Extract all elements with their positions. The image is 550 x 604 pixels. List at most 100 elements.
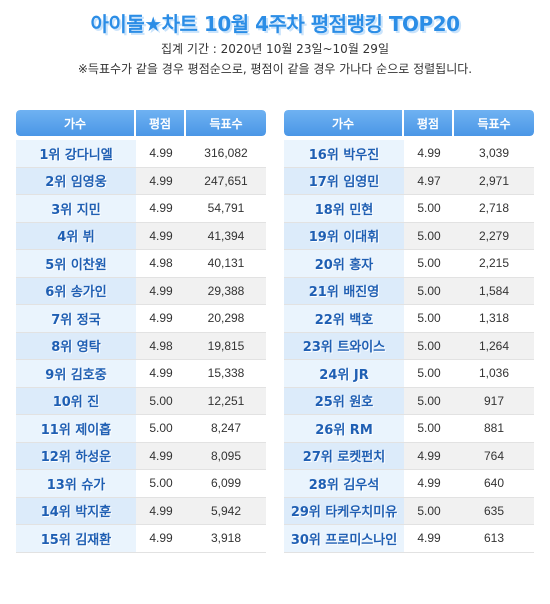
vote-count: 316,082	[204, 146, 248, 161]
table-row: 24위 JR 5.00 1,036	[284, 360, 534, 388]
singer-rank-name: 24위 JR	[284, 360, 404, 387]
vote-count: 3,918	[210, 531, 242, 546]
table-row: 16위 박우진 4.99 3,039	[284, 140, 534, 168]
header-name: 가수	[16, 110, 134, 136]
singer-rank-name: 21위 배진영	[284, 277, 404, 304]
table-header: 가수 평점 득표수	[16, 110, 266, 136]
table-row: 1위 강다니엘 4.99 316,082	[16, 140, 266, 168]
singer-rank-name: 23위 트와이스	[284, 332, 404, 359]
singer-rank-name: 3위 지민	[16, 195, 136, 222]
table-row: 30위 프로미스나인 4.99 613	[284, 525, 534, 553]
singer-rank-name: 25위 원호	[284, 387, 404, 414]
table-header: 가수 평점 득표수	[284, 110, 534, 136]
rating-value: 4.99	[417, 476, 441, 491]
table-row: 20위 홍자 5.00 2,215	[284, 250, 534, 278]
vote-count: 3,039	[478, 146, 510, 161]
header-score: 평점	[404, 110, 452, 136]
rating-value: 4.99	[417, 531, 441, 546]
singer-rank-name: 8위 영탁	[16, 332, 136, 359]
singer-rank-name: 16위 박우진	[284, 140, 404, 167]
vote-count: 247,651	[204, 173, 248, 188]
table-row: 26위 RM 5.00 881	[284, 415, 534, 443]
table-row: 19위 이대휘 5.00 2,279	[284, 222, 534, 250]
table-row: 18위 민현 5.00 2,718	[284, 195, 534, 223]
table-row: 21위 배진영 5.00 1,584	[284, 277, 534, 305]
singer-rank-name: 5위 이찬원	[16, 250, 136, 277]
ranking-table-right: 가수 평점 득표수 16위 박우진 4.99 3,039 17위 임영민 4.97 2,9…	[284, 110, 534, 553]
table-body: 16위 박우진 4.99 3,039 17위 임영민 4.97 2,971 18위 민현 5.…	[284, 140, 534, 553]
rating-value: 5.00	[417, 366, 441, 381]
vote-count: 2,718	[478, 201, 510, 216]
rating-value: 5.00	[417, 393, 441, 408]
rating-value: 4.98	[149, 256, 173, 271]
rating-value: 4.99	[149, 311, 173, 326]
vote-count: 1,036	[478, 366, 510, 381]
table-row: 11위 제이홉 5.00 8,247	[16, 415, 266, 443]
singer-rank-name: 9위 김호중	[16, 360, 136, 387]
vote-count: 1,318	[478, 311, 510, 326]
vote-count: 12,251	[207, 393, 245, 408]
header-votes: 득표수	[186, 110, 266, 136]
vote-count: 29,388	[207, 283, 245, 298]
rating-value: 5.00	[417, 421, 441, 436]
vote-count: 1,264	[478, 338, 510, 353]
table-row: 14위 박지훈 4.99 5,942	[16, 497, 266, 525]
ranking-table-left: 가수 평점 득표수 1위 강다니엘 4.99 316,082 2위 임영웅 4.99 24…	[16, 110, 266, 553]
singer-rank-name: 6위 송가인	[16, 277, 136, 304]
rating-value: 4.99	[417, 448, 441, 463]
singer-rank-name: 28위 김우석	[284, 470, 404, 497]
singer-rank-name: 13위 슈가	[16, 470, 136, 497]
table-row: 15위 김재환 4.99 3,918	[16, 525, 266, 553]
vote-count: 54,791	[207, 201, 245, 216]
singer-rank-name: 20위 홍자	[284, 250, 404, 277]
sorting-note: ※득표수가 같을 경우 평점순으로, 평점이 같을 경우 가나다 순으로 정렬됩…	[77, 62, 473, 76]
singer-rank-name: 17위 임영민	[284, 167, 404, 194]
singer-rank-name: 11위 제이홉	[16, 415, 136, 442]
singer-rank-name: 1위 강다니엘	[16, 140, 136, 167]
table-row: 22위 백호 5.00 1,318	[284, 305, 534, 333]
table-row: 6위 송가인 4.99 29,388	[16, 277, 266, 305]
rating-value: 5.00	[417, 283, 441, 298]
vote-count: 1,584	[478, 283, 510, 298]
singer-rank-name: 15위 김재환	[16, 525, 136, 552]
table-row: 12위 하성운 4.99 8,095	[16, 442, 266, 470]
rating-value: 5.00	[417, 256, 441, 271]
rating-value: 4.99	[149, 228, 173, 243]
vote-count: 19,815	[207, 338, 245, 353]
table-row: 3위 지민 4.99 54,791	[16, 195, 266, 223]
period-text: 집계 기간 : 2020년 10월 23일~10월 29일	[161, 42, 389, 56]
rating-value: 5.00	[417, 311, 441, 326]
vote-count: 2,215	[478, 256, 510, 271]
singer-rank-name: 18위 민현	[284, 195, 404, 222]
table-row: 10위 진 5.00 12,251	[16, 387, 266, 415]
header-score: 평점	[136, 110, 184, 136]
singer-rank-name: 12위 하성운	[16, 442, 136, 469]
vote-count: 8,095	[210, 448, 242, 463]
vote-count: 635	[483, 503, 505, 518]
singer-rank-name: 27위 로켓펀치	[284, 442, 404, 469]
vote-count: 15,338	[207, 366, 245, 381]
singer-rank-name: 22위 백호	[284, 305, 404, 332]
rating-value: 4.99	[149, 201, 173, 216]
rating-value: 4.99	[149, 531, 173, 546]
vote-count: 8,247	[210, 421, 242, 436]
vote-count: 764	[483, 448, 505, 463]
rating-value: 5.00	[417, 338, 441, 353]
rating-value: 4.99	[149, 448, 173, 463]
rating-value: 4.99	[417, 146, 441, 161]
rating-value: 5.00	[417, 201, 441, 216]
vote-count: 2,279	[478, 228, 510, 243]
rating-value: 5.00	[149, 476, 173, 491]
rating-value: 4.99	[149, 503, 173, 518]
rating-value: 4.99	[149, 366, 173, 381]
rating-value: 4.97	[417, 173, 441, 188]
table-row: 25위 원호 5.00 917	[284, 387, 534, 415]
table-row: 17위 임영민 4.97 2,971	[284, 167, 534, 195]
table-row: 7위 정국 4.99 20,298	[16, 305, 266, 333]
singer-rank-name: 14위 박지훈	[16, 497, 136, 524]
vote-count: 6,099	[210, 476, 242, 491]
rating-value: 5.00	[149, 393, 173, 408]
table-row: 8위 영탁 4.98 19,815	[16, 332, 266, 360]
vote-count: 917	[483, 393, 505, 408]
singer-rank-name: 19위 이대휘	[284, 222, 404, 249]
